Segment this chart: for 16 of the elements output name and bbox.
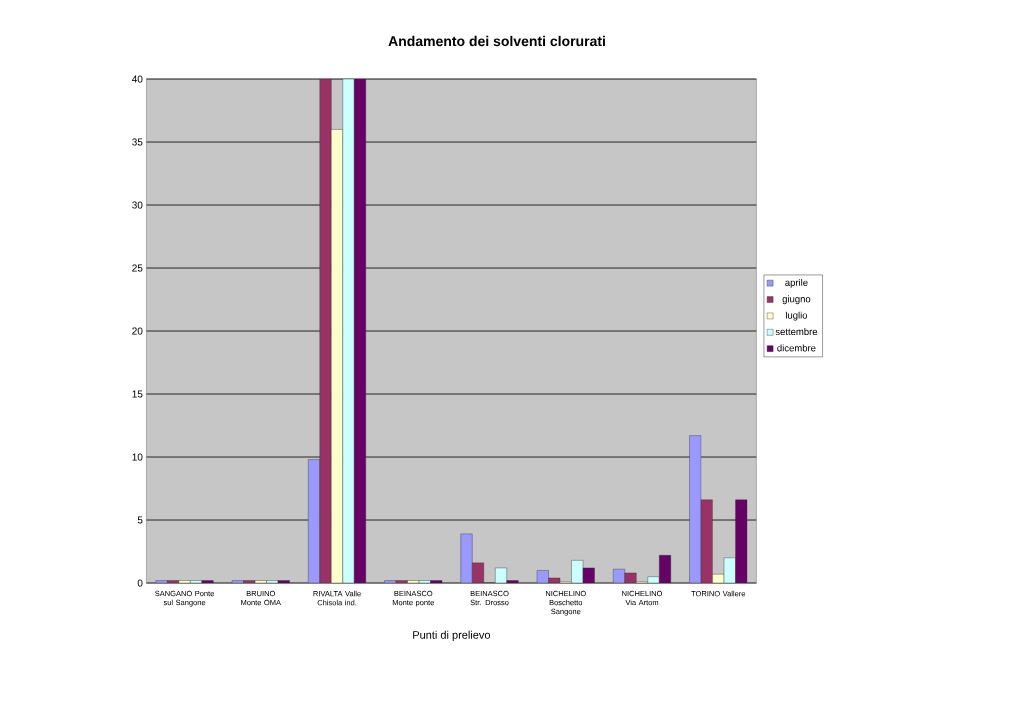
y-tick-label: 30 — [132, 201, 143, 209]
legend-label: aprile — [785, 278, 808, 288]
y-tick-label: 35 — [132, 138, 143, 146]
y-tick-label: 0 — [137, 579, 143, 587]
y-tick-label: 25 — [132, 264, 143, 272]
legend-label: dicembre — [777, 344, 816, 352]
legend-label: luglio — [785, 311, 808, 321]
x-axis-title: Punti di prelievo — [413, 630, 491, 641]
y-tick-label: 10 — [132, 453, 143, 461]
y-tick-label: 20 — [132, 327, 143, 335]
y-tick-label: 5 — [137, 516, 143, 524]
chart-title: Andamento dei solventi clorurati — [388, 35, 605, 47]
legend-label: settembre — [775, 328, 818, 336]
y-tick-label: 15 — [132, 390, 143, 398]
y-tick-label: 40 — [131, 75, 143, 83]
legend-label: giugno — [782, 295, 811, 305]
